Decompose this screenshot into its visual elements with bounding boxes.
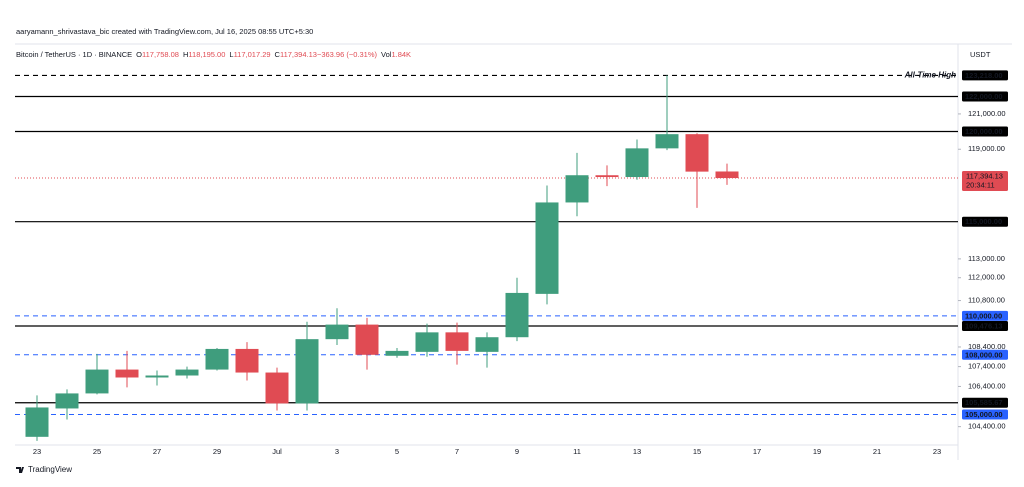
- level-label: 109,476.13: [965, 322, 1003, 331]
- candle-body: [535, 202, 559, 294]
- legend-key: L: [229, 50, 233, 59]
- level-tag: [962, 216, 1008, 227]
- last-price-label: 117,394.13: [966, 172, 1003, 181]
- last-price-tag: [962, 171, 1008, 192]
- candle-body: [115, 369, 139, 378]
- candle-body: [565, 175, 589, 203]
- x-tick-label: 3: [335, 447, 339, 456]
- x-tick-label: 23: [933, 447, 941, 456]
- candle-body: [205, 348, 229, 370]
- x-tick-label: 21: [873, 447, 881, 456]
- candle-body: [235, 348, 259, 373]
- candle-body: [295, 339, 319, 404]
- x-tick-label: 11: [573, 447, 581, 456]
- legend-key: C: [275, 50, 281, 59]
- candle-body: [175, 369, 199, 376]
- level-tag: [962, 409, 1008, 420]
- level-tag: [962, 126, 1008, 137]
- x-tick-label: 17: [753, 447, 761, 456]
- level-tag: [962, 91, 1008, 102]
- candle-body: [265, 372, 289, 404]
- candle-body: [85, 369, 109, 394]
- y-tick-label: 110,800.00: [968, 296, 1005, 305]
- y-tick-label: 112,000.00: [968, 273, 1005, 282]
- level-label: 120,000.00: [965, 127, 1003, 136]
- candle-body: [715, 171, 739, 179]
- currency: USDT: [970, 50, 991, 59]
- candle-body: [445, 332, 469, 351]
- candle-body: [55, 393, 79, 409]
- watermark: aaryamann_shrivastava_bic created with T…: [16, 27, 313, 36]
- candle-body: [325, 324, 349, 340]
- candle-body: [475, 337, 499, 352]
- level-note: All-Time High: [904, 71, 957, 80]
- level-label: 110,000.00: [965, 311, 1002, 320]
- candle-body: [505, 292, 529, 338]
- tradingview-logo: TradingView: [16, 465, 72, 474]
- candle-body: [595, 175, 619, 178]
- legend-key: O: [136, 50, 142, 59]
- candle-body: [385, 350, 409, 356]
- candle-body: [655, 134, 679, 149]
- candle-body: [355, 324, 379, 355]
- countdown: 20:34:11: [966, 181, 995, 190]
- x-tick-label: 25: [93, 447, 101, 456]
- x-tick-label: 9: [515, 447, 519, 456]
- x-tick-label: 23: [33, 447, 41, 456]
- x-tick-label: 15: [693, 447, 701, 456]
- legend-value: 117,394.13: [280, 50, 317, 59]
- y-tick-label: 104,400.00: [968, 422, 1006, 431]
- y-tick-label: 106,400.00: [968, 381, 1006, 390]
- x-tick-label: 27: [153, 447, 161, 456]
- x-tick-label: 13: [633, 447, 641, 456]
- y-tick-label: 113,000.00: [968, 254, 1005, 263]
- y-tick-label: 107,400.00: [968, 362, 1006, 371]
- x-tick-label: 5: [395, 447, 399, 456]
- legend-key: Vol: [381, 50, 392, 59]
- level-label: 108,000.00: [965, 350, 1003, 359]
- level-tag: [962, 70, 1008, 81]
- y-tick-label: 108,400.00: [968, 342, 1006, 351]
- legend-value: 118,195.00: [188, 50, 225, 59]
- level-label: 115,000.00: [965, 217, 1002, 226]
- level-label: 105,000.00: [965, 410, 1003, 419]
- candle-body: [685, 134, 709, 172]
- level-tag: [962, 349, 1008, 360]
- y-tick-label: 119,000.00: [968, 144, 1005, 153]
- level-tag: [962, 310, 1008, 321]
- x-tick-label: 29: [213, 447, 221, 456]
- legend-value: 117,017.29: [234, 50, 271, 59]
- legend-value: 117,758.08: [142, 50, 179, 59]
- candle-body: [145, 375, 169, 378]
- candle-body: [415, 332, 439, 352]
- x-tick-label: 7: [455, 447, 459, 456]
- legend-value: 1.84K: [391, 50, 411, 59]
- x-tick-label: Jul: [272, 447, 282, 456]
- level-tag: [962, 321, 1008, 332]
- y-tick-label: 121,000.00: [968, 109, 1006, 118]
- level-tag: [962, 397, 1008, 408]
- level-label: 123,218.00: [965, 71, 1003, 80]
- legend-key: H: [183, 50, 188, 59]
- candle-body: [625, 148, 649, 178]
- candle-body: [25, 407, 49, 437]
- legend: Bitcoin / TetherUS · 1D · BINANCE O117,75…: [16, 50, 411, 59]
- x-tick-label: 19: [813, 447, 821, 456]
- logo-text: TradingView: [28, 465, 72, 474]
- level-label: 105,585.67: [965, 398, 1003, 407]
- symbol: Bitcoin / TetherUS · 1D · BINANCE: [16, 50, 132, 59]
- level-label: 122,000.00: [965, 92, 1003, 101]
- legend-value: −363.96 (−0.31%): [317, 50, 378, 59]
